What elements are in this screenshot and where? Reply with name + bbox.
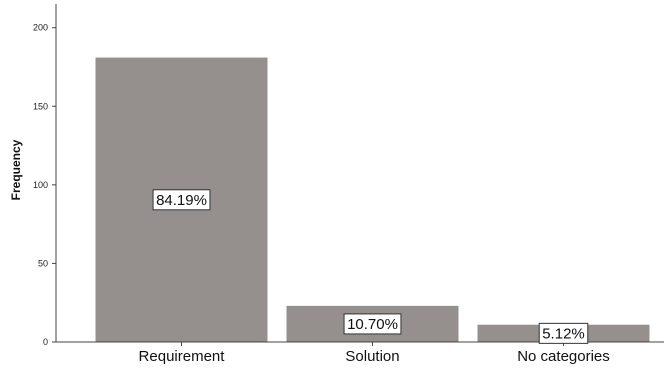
y-tick-label: 200: [33, 23, 48, 33]
y-tick-label: 50: [38, 258, 48, 268]
x-tick-label: Requirement: [139, 348, 226, 365]
bars: [95, 57, 650, 342]
data-label-group: 10.70%: [343, 313, 402, 335]
data-labels: 84.19% 10.70% 5.12%: [152, 189, 589, 344]
data-label: 10.70%: [347, 316, 398, 333]
y-axis-label: Frequency: [9, 139, 23, 200]
data-label-box: [343, 313, 402, 335]
x-axis: Requirement Solution No categories: [56, 341, 664, 365]
data-label: 84.19%: [156, 192, 207, 209]
y-tick-label: 100: [33, 180, 48, 190]
data-label-group: 5.12%: [538, 322, 589, 344]
y-tick-label: 0: [43, 337, 48, 347]
y-axis: 0 50 100 150 200: [33, 4, 57, 347]
x-tick-label: No categories: [517, 348, 610, 365]
data-label-box: [152, 189, 211, 211]
data-label-box: [538, 322, 589, 344]
data-label: 5.12%: [542, 325, 585, 342]
y-tick-label: 150: [33, 101, 48, 111]
data-label-group: 84.19%: [152, 189, 211, 211]
x-tick-label: Solution: [345, 348, 399, 365]
